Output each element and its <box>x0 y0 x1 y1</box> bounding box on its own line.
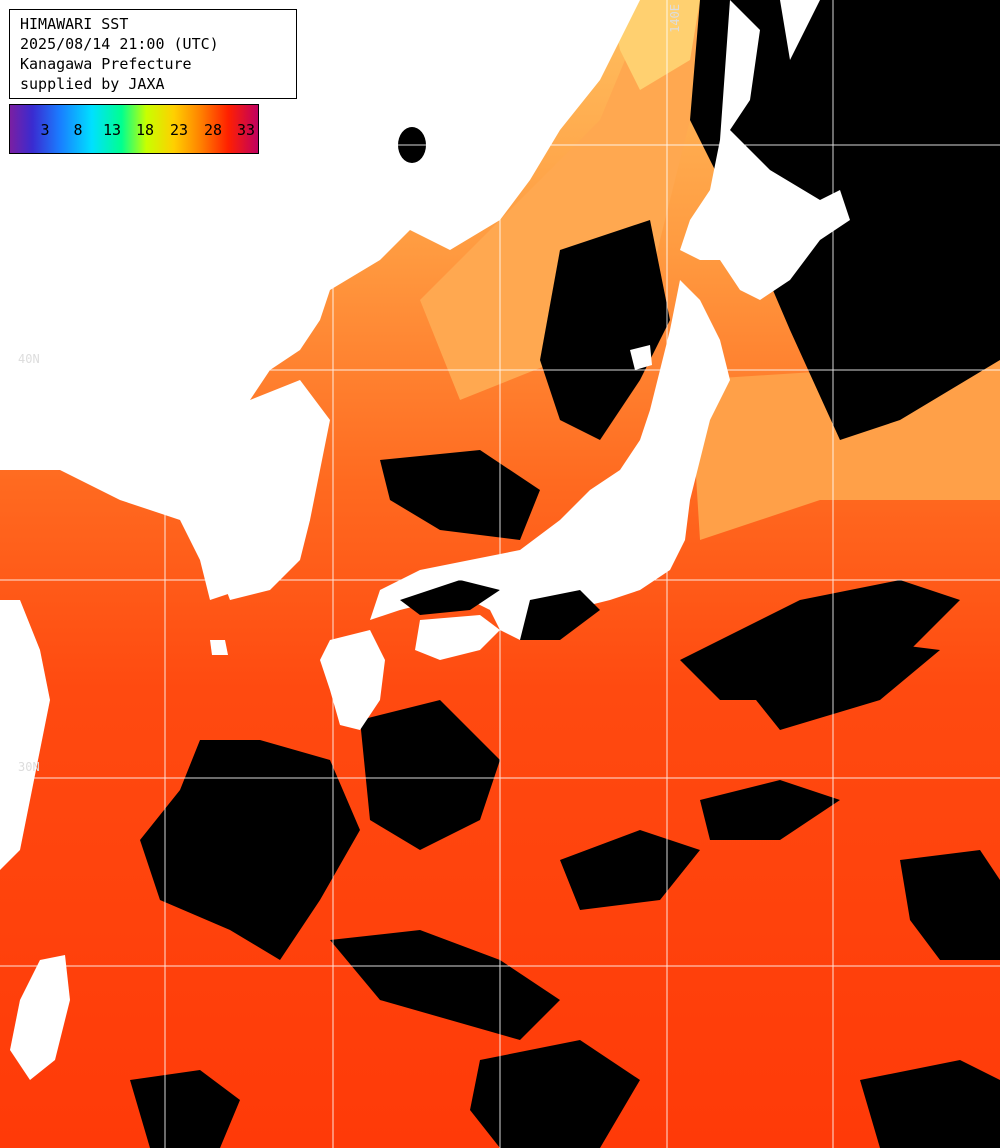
info-credit: supplied by JAXA <box>20 75 165 93</box>
cloud-pacific-streak2 <box>740 640 940 730</box>
cloud-pacific-streak <box>680 580 960 700</box>
land-taiwan <box>10 955 70 1080</box>
land-kyushu <box>320 630 385 730</box>
cloud-south-east <box>860 1060 1000 1148</box>
land-sado-island <box>630 345 652 370</box>
info-title: HIMAWARI SST <box>20 15 129 33</box>
cloud-offshore-streak <box>700 780 840 840</box>
grid-label-lat-40n: 40N <box>18 352 40 366</box>
land-hokkaido <box>680 0 850 300</box>
legend-tick-8: 8 <box>73 121 83 139</box>
map-info-box: HIMAWARI SST 2025/08/14 21:00 (UTC) Kana… <box>9 9 297 99</box>
cloud-honshu-west <box>540 220 670 440</box>
cloud-korea-coast <box>400 580 500 615</box>
land-honshu <box>370 280 730 640</box>
grid-label-lon-140e: 140E <box>668 4 682 33</box>
legend-tick-28: 28 <box>203 121 223 139</box>
info-timestamp: 2025/08/14 21:00 (UTC) <box>20 35 219 53</box>
cloud-east-china-sea <box>140 740 360 960</box>
land-shikoku <box>415 615 500 660</box>
legend-tick-3: 3 <box>40 121 50 139</box>
land-tsushima-island <box>210 640 228 655</box>
cloud-east-pacific <box>900 850 1000 960</box>
tsugaru-cool-sea <box>610 0 700 90</box>
cloud-kanto <box>520 590 600 640</box>
cloud-ryukyu <box>330 930 560 1040</box>
land-sakhalin-tip <box>780 0 820 60</box>
legend-tick-33: 33 <box>236 121 256 139</box>
legend-tick-13: 13 <box>102 121 122 139</box>
grid-label-lat-30n: 30N <box>18 760 40 774</box>
land-korea-peninsula <box>215 380 330 600</box>
land-china-river-delta <box>0 700 40 745</box>
temperature-color-legend: 3 8 13 18 23 28 33 <box>9 104 259 154</box>
legend-tick-23: 23 <box>169 121 189 139</box>
cloud-south-west <box>130 1070 240 1148</box>
info-region: Kanagawa Prefecture <box>20 55 192 73</box>
cloud-south-kyushu <box>360 700 500 850</box>
legend-tick-18: 18 <box>135 121 155 139</box>
cloud-mid-streak <box>560 830 700 910</box>
cloud-south-center <box>470 1040 640 1148</box>
